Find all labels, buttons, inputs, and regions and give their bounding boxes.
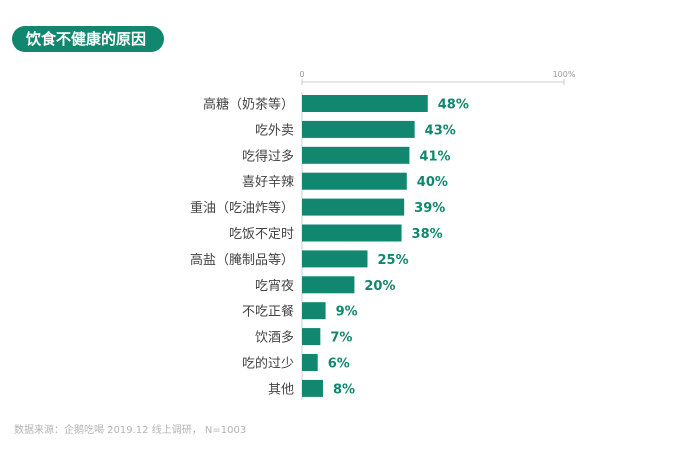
category-label: 吃外卖 — [255, 122, 294, 138]
category-label: 重油（吃油炸等） — [190, 200, 294, 216]
axis-tick-label-min: 0 — [299, 70, 304, 79]
bar — [302, 276, 355, 294]
category-label: 吃得过多 — [242, 148, 294, 164]
bar — [302, 95, 428, 112]
bar — [302, 172, 407, 190]
bar — [302, 198, 405, 216]
axis-tick-label-max: 100% — [553, 70, 576, 79]
bar — [302, 328, 321, 346]
category-label: 吃的过少 — [242, 356, 294, 372]
category-label: 高盐（腌制品等） — [190, 252, 294, 268]
category-label: 吃宵夜 — [255, 278, 294, 294]
value-label: 25% — [378, 253, 409, 268]
value-label: 8% — [333, 382, 355, 397]
bar-chart-svg: 0 100% 高糖（奶茶等） 48% 吃外卖 43% 吃得过多 41% 喜好辛辣 40% 重油（吃油… — [190, 70, 576, 400]
chart-title-badge: 饮食不健康的原因 — [12, 26, 165, 52]
category-label: 高糖（奶茶等） — [203, 97, 294, 113]
bar — [302, 250, 368, 268]
category-label: 吃饭不定时 — [229, 226, 294, 242]
value-label: 20% — [364, 279, 395, 294]
value-label: 48% — [438, 98, 469, 113]
bar — [302, 379, 323, 397]
category-label: 喜好辛辣 — [242, 175, 294, 190]
value-label: 39% — [414, 201, 445, 216]
bar — [302, 354, 318, 371]
category-label: 饮酒多 — [255, 330, 294, 346]
bar — [302, 224, 402, 242]
value-label: 38% — [412, 227, 443, 242]
category-label: 不吃正餐 — [242, 304, 294, 320]
value-label: 7% — [330, 331, 352, 346]
value-label: 40% — [417, 175, 448, 190]
value-label: 41% — [419, 149, 450, 164]
bar-chart: 0 100% 高糖（奶茶等） 48% 吃外卖 43% 吃得过多 41% 喜好辛辣 40% 重油（吃油… — [0, 60, 697, 410]
value-label: 9% — [336, 305, 358, 320]
value-label: 6% — [328, 357, 350, 372]
bar — [302, 302, 326, 320]
bar — [302, 120, 415, 138]
data-source-note: 数据来源：企鹅吃喝 2019.12 线上调研， N=1003 — [14, 425, 247, 436]
category-label: 其他 — [268, 382, 294, 397]
value-label: 43% — [425, 123, 456, 138]
bar — [302, 146, 410, 164]
